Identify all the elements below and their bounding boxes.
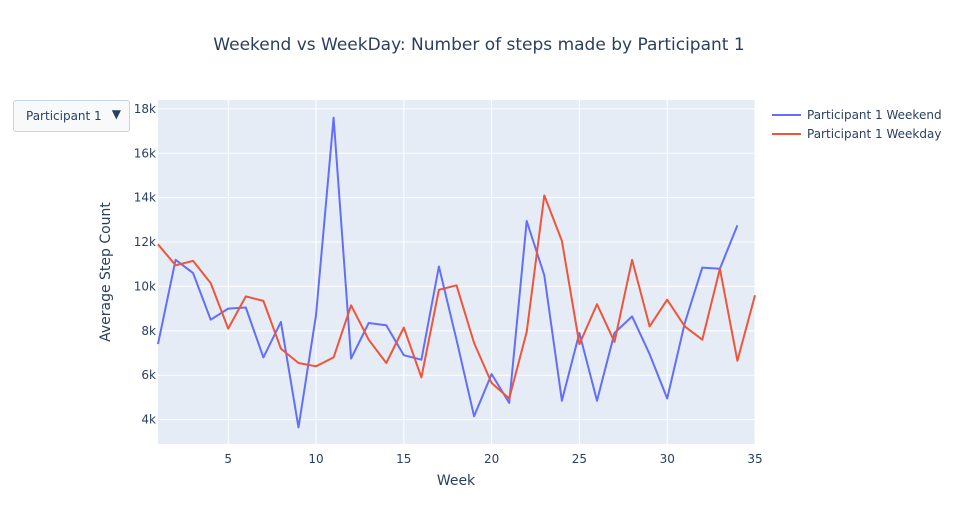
- series-line-weekday: [157, 194, 756, 400]
- series-line-weekend: [157, 116, 739, 429]
- y-tick-label: 6k: [141, 368, 156, 382]
- series-lines: [157, 116, 756, 429]
- y-tick-label: 8k: [141, 324, 156, 338]
- x-tick-label: 15: [396, 452, 411, 466]
- participant-dropdown[interactable]: Participant 1 ▼: [13, 100, 130, 132]
- x-tick-label: 35: [747, 452, 762, 466]
- x-tick-label: 25: [572, 452, 587, 466]
- y-axis-label: Average Step Count: [98, 202, 114, 342]
- x-axis-label: Week: [437, 473, 476, 489]
- y-tick-labels: 4k 6k 8k 10k 12k 14k 16k 18k: [134, 102, 156, 427]
- x-tick-label: 5: [224, 452, 232, 466]
- x-tick-label: 20: [484, 452, 499, 466]
- x-tick-label: 10: [308, 452, 323, 466]
- chevron-down-icon: ▼: [111, 107, 121, 121]
- y-tick-label: 10k: [134, 279, 156, 293]
- x-tick-label: 30: [660, 452, 675, 466]
- y-tick-label: 4k: [141, 413, 156, 427]
- legend-label[interactable]: Participant 1 Weekend: [807, 108, 942, 122]
- x-tick-labels: 5 10 15 20 25 30 35: [224, 452, 762, 466]
- y-tick-label: 12k: [134, 235, 156, 249]
- y-tick-label: 18k: [134, 102, 156, 116]
- chart-title: Weekend vs WeekDay: Number of steps made…: [213, 35, 744, 55]
- legend-label[interactable]: Participant 1 Weekday: [807, 127, 941, 141]
- legend: Participant 1 Weekend Participant 1 Weekd…: [772, 108, 942, 141]
- plot-background: [158, 100, 755, 444]
- y-tick-label: 14k: [134, 191, 156, 205]
- y-tick-label: 16k: [134, 146, 156, 160]
- participant-dropdown-label: Participant 1: [26, 109, 102, 123]
